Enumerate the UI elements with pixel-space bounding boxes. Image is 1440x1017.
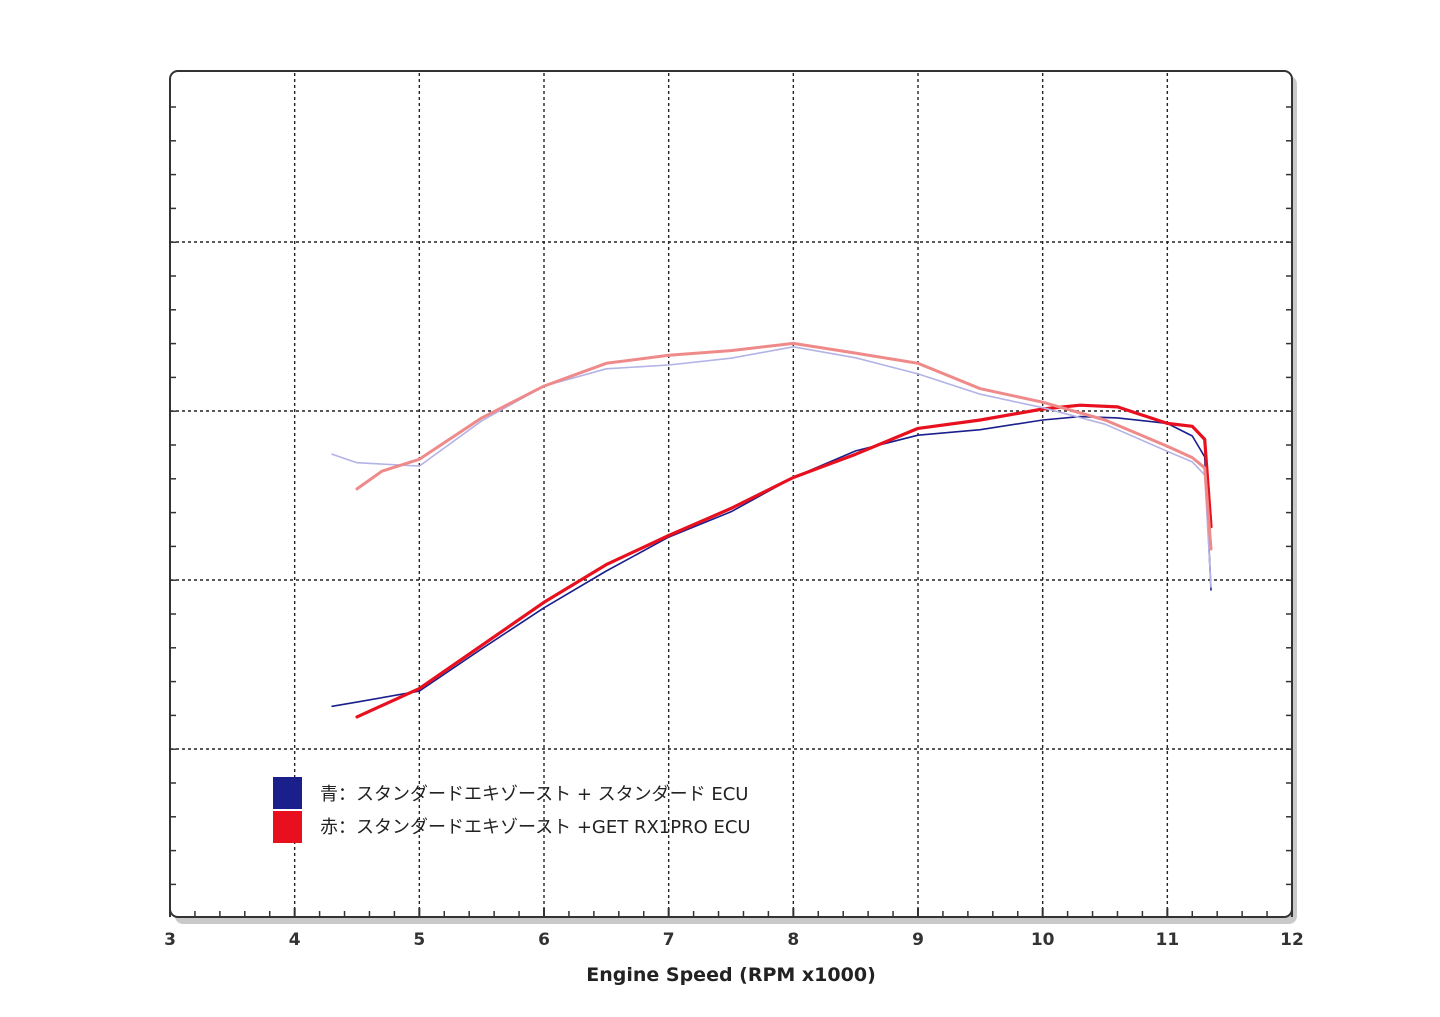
x-tick-label: 5 [413, 930, 425, 950]
series-group [331, 341, 1213, 719]
x-tick-label: 10 [1031, 930, 1055, 950]
x-tick-label: 3 [164, 930, 176, 950]
x-tick-label: 11 [1155, 930, 1179, 950]
legend-swatch-red [273, 811, 302, 843]
gridlines [170, 73, 1292, 917]
plot-frame [169, 70, 1293, 918]
legend: 青：スタンダードエキゾースト + スタンダード ECU 赤：スタンダードエキゾー… [273, 777, 751, 843]
series-line-torque-red [355, 341, 1213, 551]
x-tick-labels: 3 4 5 6 7 8 9 10 11 12 [164, 930, 1304, 950]
legend-swatch-blue [273, 777, 302, 809]
x-tick-label: 9 [912, 930, 924, 950]
x-tick-label: 12 [1280, 930, 1304, 950]
x-tick-label: 4 [289, 930, 301, 950]
x-axis-minor-ticks [169, 908, 1293, 917]
x-axis-title: Engine Speed (RPM x1000) [586, 964, 876, 986]
x-tick-label: 7 [663, 930, 675, 950]
x-tick-label: 6 [538, 930, 550, 950]
series-line-torque-blue [331, 346, 1212, 588]
y-axis-minor-ticks [170, 106, 1292, 886]
legend-label-blue: 青：スタンダードエキゾースト + スタンダード ECU [320, 784, 748, 805]
series-line-power-red [355, 403, 1213, 719]
x-tick-label: 8 [787, 930, 799, 950]
legend-label-red: 赤：スタンダードエキゾースト +GET RX1PRO ECU [320, 817, 751, 838]
